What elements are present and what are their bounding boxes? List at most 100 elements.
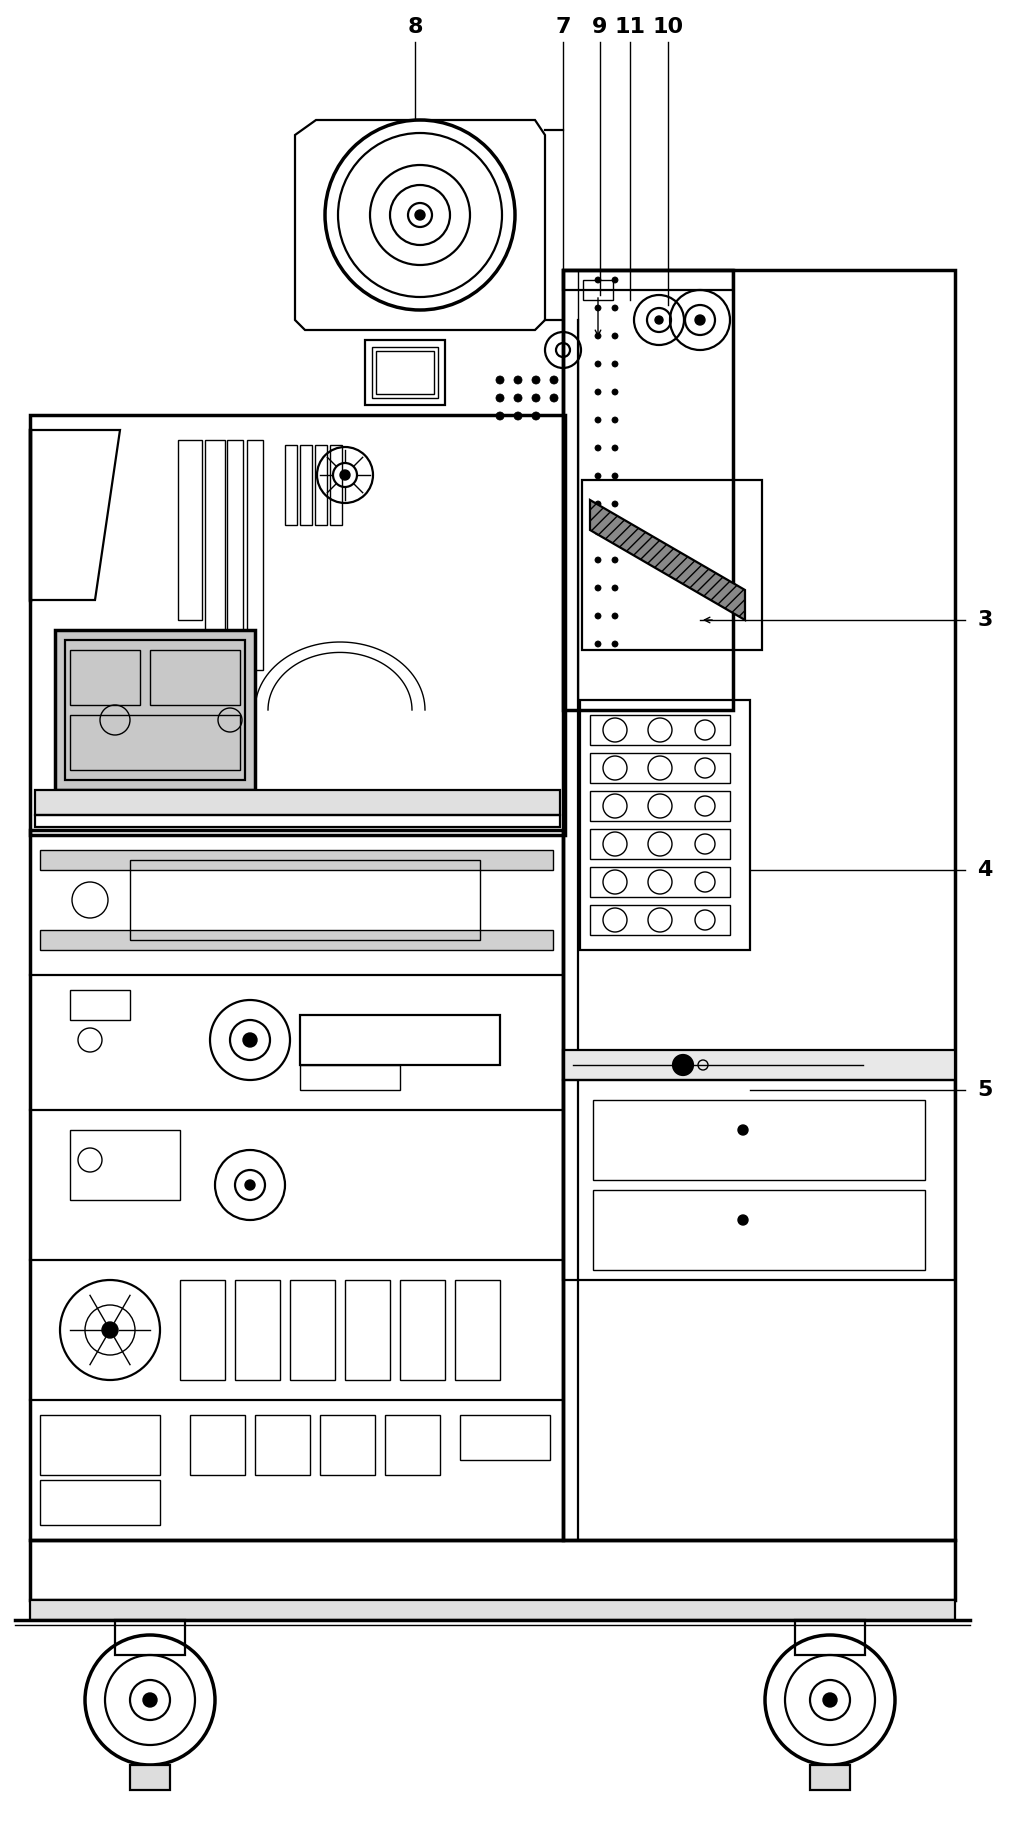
Bar bbox=[247, 440, 263, 670]
Bar bbox=[795, 1620, 865, 1655]
Circle shape bbox=[612, 558, 618, 563]
Bar bbox=[70, 716, 240, 771]
Circle shape bbox=[532, 413, 540, 420]
Bar bbox=[593, 1191, 925, 1270]
Circle shape bbox=[415, 209, 425, 220]
Bar bbox=[40, 930, 553, 951]
Bar bbox=[590, 829, 730, 859]
Circle shape bbox=[532, 395, 540, 402]
Bar bbox=[460, 1415, 550, 1461]
Bar bbox=[810, 1765, 850, 1789]
Bar bbox=[40, 850, 553, 870]
Bar bbox=[372, 347, 438, 398]
Bar bbox=[455, 1281, 500, 1380]
Bar bbox=[178, 440, 202, 620]
Bar bbox=[315, 446, 327, 525]
Circle shape bbox=[595, 361, 601, 367]
Text: 9: 9 bbox=[592, 17, 608, 37]
Circle shape bbox=[595, 389, 601, 395]
Circle shape bbox=[514, 413, 522, 420]
Circle shape bbox=[655, 316, 663, 325]
Bar bbox=[590, 791, 730, 820]
Circle shape bbox=[245, 1180, 255, 1191]
Circle shape bbox=[612, 473, 618, 479]
Bar bbox=[30, 415, 565, 835]
Circle shape bbox=[532, 376, 540, 384]
Bar bbox=[40, 1415, 160, 1475]
Circle shape bbox=[595, 613, 601, 618]
Text: 11: 11 bbox=[615, 17, 646, 37]
Circle shape bbox=[595, 473, 601, 479]
Circle shape bbox=[595, 640, 601, 648]
Circle shape bbox=[514, 376, 522, 384]
Bar bbox=[590, 716, 730, 745]
Bar bbox=[590, 905, 730, 936]
Circle shape bbox=[612, 501, 618, 506]
Bar bbox=[300, 446, 312, 525]
Circle shape bbox=[143, 1694, 157, 1707]
Bar bbox=[563, 270, 955, 1540]
Circle shape bbox=[514, 395, 522, 402]
Bar bbox=[300, 1064, 400, 1090]
Circle shape bbox=[595, 585, 601, 591]
Text: 3: 3 bbox=[977, 609, 993, 629]
Bar bbox=[345, 1281, 390, 1380]
Circle shape bbox=[612, 640, 618, 648]
Bar bbox=[180, 1281, 225, 1380]
Polygon shape bbox=[590, 499, 745, 620]
Circle shape bbox=[102, 1321, 118, 1338]
Bar bbox=[255, 1415, 310, 1475]
Circle shape bbox=[612, 277, 618, 283]
Bar bbox=[130, 1765, 170, 1789]
Bar bbox=[227, 440, 243, 661]
Circle shape bbox=[595, 501, 601, 506]
Bar bbox=[70, 650, 140, 705]
Bar bbox=[590, 752, 730, 784]
Circle shape bbox=[550, 395, 558, 402]
Bar bbox=[290, 1281, 335, 1380]
Text: 4: 4 bbox=[977, 861, 993, 881]
Bar bbox=[150, 650, 240, 705]
Circle shape bbox=[595, 332, 601, 339]
Bar bbox=[55, 629, 255, 791]
Circle shape bbox=[595, 446, 601, 451]
Circle shape bbox=[612, 389, 618, 395]
Circle shape bbox=[673, 1055, 693, 1075]
Text: 7: 7 bbox=[555, 17, 570, 37]
Bar bbox=[580, 699, 750, 951]
Bar bbox=[583, 281, 613, 299]
Circle shape bbox=[612, 305, 618, 310]
Circle shape bbox=[612, 446, 618, 451]
Text: 8: 8 bbox=[407, 17, 422, 37]
Bar bbox=[65, 640, 245, 780]
Bar bbox=[70, 1130, 180, 1200]
Circle shape bbox=[595, 305, 601, 310]
Bar bbox=[30, 1540, 955, 1600]
Bar bbox=[30, 829, 563, 1540]
Bar bbox=[235, 1281, 280, 1380]
Bar bbox=[35, 791, 560, 815]
Bar bbox=[70, 991, 130, 1020]
Bar bbox=[30, 1600, 955, 1620]
Bar bbox=[320, 1415, 375, 1475]
Circle shape bbox=[612, 361, 618, 367]
Text: 5: 5 bbox=[977, 1081, 993, 1099]
Bar bbox=[563, 1050, 955, 1081]
Circle shape bbox=[612, 332, 618, 339]
Bar bbox=[285, 446, 297, 525]
Circle shape bbox=[738, 1125, 748, 1136]
Circle shape bbox=[496, 413, 504, 420]
Circle shape bbox=[595, 558, 601, 563]
Bar bbox=[376, 350, 434, 395]
Bar bbox=[300, 1015, 500, 1064]
Bar bbox=[563, 270, 733, 290]
Bar bbox=[563, 1081, 955, 1281]
Bar bbox=[385, 1415, 440, 1475]
Circle shape bbox=[595, 417, 601, 424]
Circle shape bbox=[496, 395, 504, 402]
Circle shape bbox=[341, 470, 350, 481]
Bar bbox=[330, 446, 342, 525]
Bar bbox=[40, 1481, 160, 1525]
Circle shape bbox=[550, 376, 558, 384]
Circle shape bbox=[243, 1033, 257, 1048]
